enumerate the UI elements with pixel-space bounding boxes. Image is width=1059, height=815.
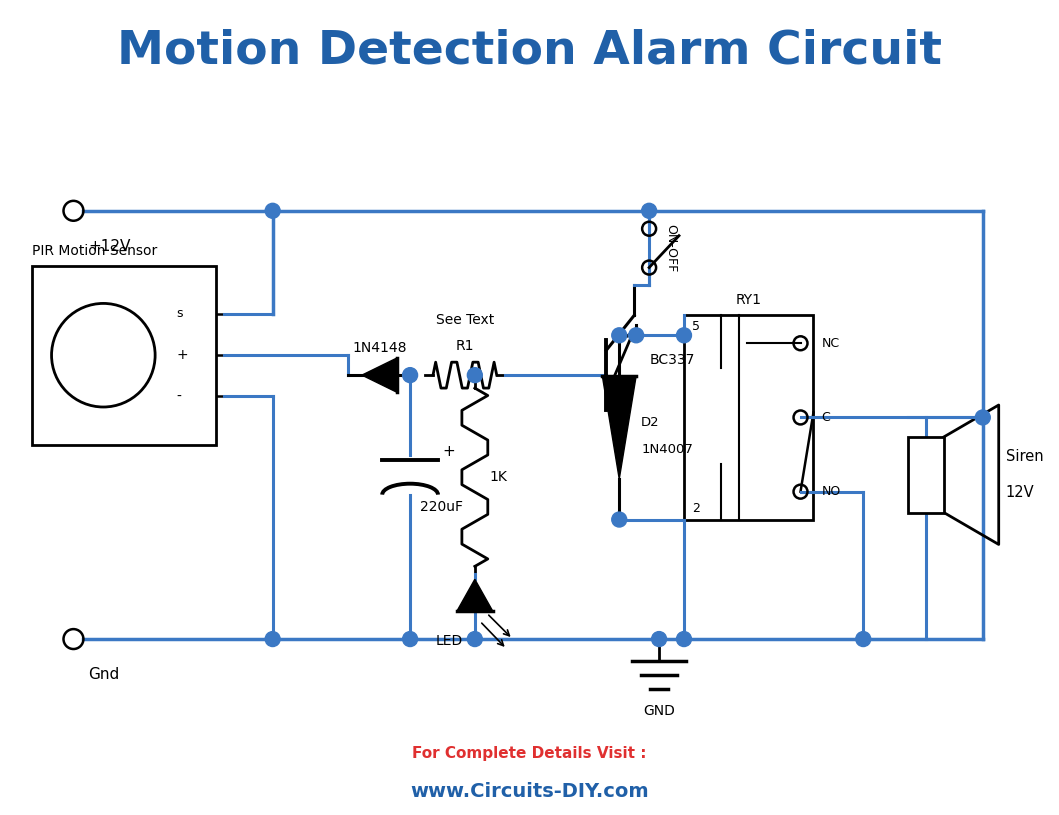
Circle shape [402,368,417,382]
Text: See Text: See Text [435,313,493,328]
Text: +: + [442,444,454,460]
Bar [684,315,813,519]
Text: C: C [822,411,830,424]
Bar [908,437,944,513]
Circle shape [975,410,990,425]
Text: 2: 2 [692,501,700,514]
Circle shape [642,203,657,218]
Circle shape [856,632,870,646]
Circle shape [265,203,281,218]
Text: ON-OFF: ON-OFF [664,224,677,272]
Circle shape [467,632,482,646]
Text: Motion Detection Alarm Circuit: Motion Detection Alarm Circuit [118,29,943,74]
Text: +12V: +12V [88,239,130,253]
Text: Gnd: Gnd [88,667,120,682]
Text: s: s [176,307,182,320]
Text: +: + [176,348,187,362]
Text: 5: 5 [692,320,700,333]
Text: 1N4148: 1N4148 [352,341,407,355]
Polygon shape [362,359,396,392]
Text: 1N4007: 1N4007 [641,443,693,456]
Text: LED: LED [435,634,463,648]
Text: www.Circuits-DIY.com: www.Circuits-DIY.com [410,782,649,801]
Text: 1K: 1K [489,470,507,484]
Text: -: - [176,390,181,403]
Text: GND: GND [643,704,675,718]
Bar [32,266,216,445]
Text: PIR Motion Sensor: PIR Motion Sensor [32,244,157,258]
Circle shape [265,632,281,646]
Circle shape [677,632,692,646]
Circle shape [467,368,482,382]
Text: NC: NC [822,337,840,350]
Circle shape [612,512,627,527]
Text: For Complete Details Visit :: For Complete Details Visit : [412,746,647,761]
Polygon shape [603,376,636,479]
Circle shape [677,328,692,343]
Text: RY1: RY1 [736,293,761,307]
Text: 12V: 12V [1006,485,1035,500]
Circle shape [651,632,666,646]
Text: 220uF: 220uF [420,500,463,514]
Text: BC337: BC337 [649,353,695,368]
Text: R1: R1 [455,339,474,353]
Polygon shape [456,579,492,611]
Circle shape [629,328,644,343]
Circle shape [612,328,627,343]
Circle shape [402,632,417,646]
Text: D2: D2 [641,416,660,429]
Text: Siren: Siren [1006,449,1043,465]
Text: NO: NO [822,485,841,498]
